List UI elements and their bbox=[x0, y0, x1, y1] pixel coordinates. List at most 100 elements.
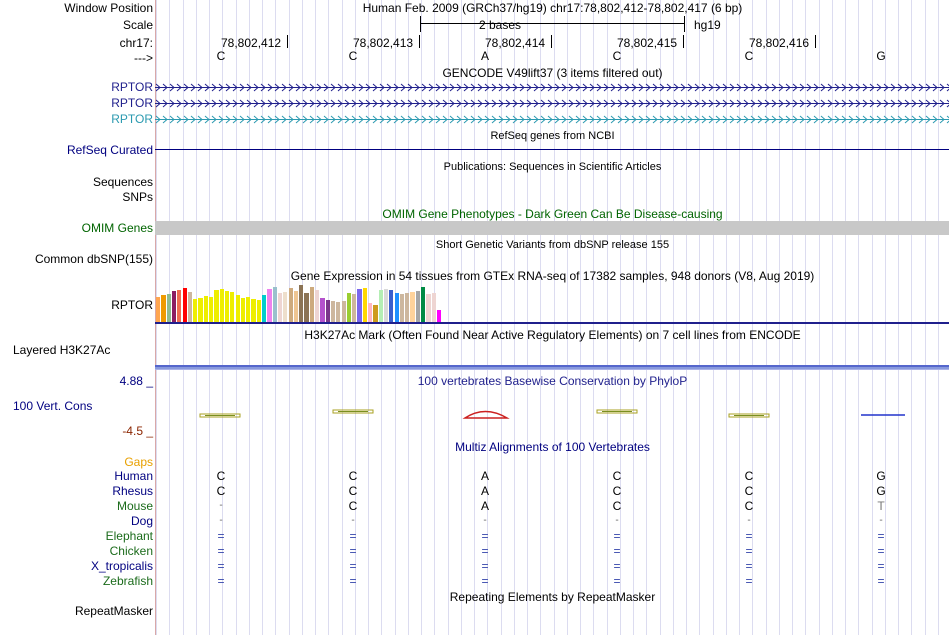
species-rhesus-label[interactable]: Rhesus bbox=[112, 484, 153, 498]
alignment-base: - bbox=[351, 515, 355, 526]
gtex-bar[interactable] bbox=[193, 299, 198, 323]
omim-genes-label[interactable]: OMIM Genes bbox=[81, 221, 153, 235]
species-chicken-label[interactable]: Chicken bbox=[109, 544, 153, 558]
gtex-bar[interactable] bbox=[262, 295, 267, 323]
omim-gene-bar[interactable] bbox=[155, 221, 949, 235]
gtex-bar[interactable] bbox=[224, 291, 230, 323]
gtex-bar[interactable] bbox=[171, 291, 177, 323]
gtex-bar[interactable] bbox=[315, 290, 320, 323]
gtex-bar[interactable] bbox=[330, 301, 336, 323]
sequences-label[interactable]: Sequences bbox=[92, 175, 153, 189]
gtex-bar[interactable] bbox=[156, 297, 161, 323]
grid-line bbox=[819, 0, 820, 635]
alignment-base: C bbox=[348, 484, 358, 498]
gtex-bar[interactable] bbox=[378, 290, 383, 323]
ruler-tick-5 bbox=[815, 35, 816, 48]
gtex-bar[interactable] bbox=[272, 287, 277, 323]
scale-left-tick bbox=[420, 16, 421, 32]
species-elephant-label[interactable]: Elephant bbox=[105, 529, 153, 543]
refseq-curated-label[interactable]: RefSeq Curated bbox=[66, 143, 153, 157]
gtex-bar[interactable] bbox=[426, 294, 431, 323]
species-xtropicalis-label[interactable]: X_tropicalis bbox=[90, 559, 153, 573]
gtex-bar[interactable] bbox=[177, 290, 182, 323]
gtex-bar[interactable] bbox=[198, 298, 203, 323]
gtex-bar[interactable] bbox=[203, 296, 208, 323]
gtex-bar[interactable] bbox=[399, 294, 405, 323]
gtex-bar[interactable] bbox=[346, 293, 352, 323]
multiz-title: Multiz Alignments of 100 Vertebrates bbox=[455, 440, 650, 454]
gtex-bar[interactable] bbox=[235, 295, 240, 323]
h3k27ac-signal-2[interactable] bbox=[155, 367, 949, 369]
species-zebrafish-label[interactable]: Zebrafish bbox=[102, 574, 153, 588]
grid-line bbox=[699, 0, 700, 635]
cons-name-label[interactable]: 100 Vert. Cons bbox=[13, 399, 93, 413]
gtex-bar[interactable] bbox=[357, 289, 362, 323]
rptor-label-3[interactable]: RPTOR bbox=[111, 112, 153, 126]
gtex-bar-chart[interactable] bbox=[155, 283, 949, 323]
species-mouse-label[interactable]: Mouse bbox=[116, 499, 153, 513]
gtex-bar[interactable] bbox=[373, 305, 378, 323]
gtex-bar[interactable] bbox=[421, 287, 426, 323]
gtex-bar[interactable] bbox=[214, 290, 219, 323]
gtex-bar[interactable] bbox=[368, 303, 373, 323]
rptor-transcript-2[interactable] bbox=[155, 97, 949, 110]
ruler-tick-4 bbox=[683, 35, 684, 48]
gtex-bar[interactable] bbox=[415, 291, 420, 323]
alignment-base: A bbox=[480, 469, 489, 483]
gtex-bar[interactable] bbox=[277, 293, 283, 323]
gtex-bar[interactable] bbox=[161, 295, 166, 323]
h3k27ac-signal-1[interactable] bbox=[155, 365, 949, 367]
rptor-transcript-3[interactable] bbox=[155, 113, 949, 126]
alignment-base: = bbox=[877, 559, 885, 573]
h3k27ac-signal-3[interactable] bbox=[155, 369, 949, 370]
track-image[interactable]: Human Feb. 2009 (GRCh37/hg19) chr17:78,8… bbox=[155, 0, 950, 635]
gtex-bar[interactable] bbox=[166, 294, 171, 323]
gtex-bar[interactable] bbox=[389, 290, 394, 323]
gtex-bar[interactable] bbox=[383, 289, 389, 323]
h3k27ac-label[interactable]: Layered H3K27Ac bbox=[13, 343, 111, 357]
gtex-bar[interactable] bbox=[230, 292, 235, 323]
gtex-bar[interactable] bbox=[246, 297, 251, 323]
gtex-bar[interactable] bbox=[293, 291, 299, 323]
grid-line bbox=[726, 0, 727, 635]
gtex-bar[interactable] bbox=[436, 310, 442, 323]
gtex-bar[interactable] bbox=[251, 299, 256, 323]
gtex-bar[interactable] bbox=[209, 297, 214, 323]
gtex-bar[interactable] bbox=[288, 288, 293, 323]
rptor-label-2[interactable]: RPTOR bbox=[111, 96, 153, 110]
gtex-bar[interactable] bbox=[405, 293, 410, 323]
species-human-label[interactable]: Human bbox=[114, 469, 153, 483]
gtex-bar[interactable] bbox=[304, 293, 309, 323]
gtex-bar[interactable] bbox=[362, 288, 367, 323]
species-dog-label[interactable]: Dog bbox=[130, 514, 153, 528]
snps-label[interactable]: SNPs bbox=[122, 190, 153, 204]
repeatmasker-label[interactable]: RepeatMasker bbox=[74, 604, 153, 618]
gtex-bar[interactable] bbox=[394, 293, 399, 323]
gtex-bar[interactable] bbox=[309, 287, 314, 323]
gtex-gene-label[interactable]: RPTOR bbox=[111, 298, 153, 312]
alignment-base: = bbox=[745, 559, 753, 573]
gtex-bar[interactable] bbox=[182, 288, 187, 323]
rptor-transcript-1[interactable] bbox=[155, 81, 949, 94]
gtex-bar[interactable] bbox=[410, 292, 415, 323]
base-2: C bbox=[348, 49, 358, 63]
gtex-bar[interactable] bbox=[267, 289, 272, 323]
gtex-bar[interactable] bbox=[283, 292, 288, 323]
gtex-bar[interactable] bbox=[341, 301, 346, 323]
gaps-label[interactable]: Gaps bbox=[124, 455, 153, 469]
grid-line bbox=[567, 0, 568, 635]
gtex-bar[interactable] bbox=[320, 298, 325, 323]
refseq-gene-line[interactable] bbox=[155, 149, 949, 150]
gtex-bar[interactable] bbox=[240, 298, 246, 323]
gtex-bar[interactable] bbox=[299, 285, 304, 323]
gtex-bar[interactable] bbox=[256, 300, 261, 323]
gtex-bar[interactable] bbox=[431, 293, 436, 323]
dbsnp-label[interactable]: Common dbSNP(155) bbox=[34, 252, 153, 266]
gtex-bar[interactable] bbox=[336, 302, 341, 323]
rptor-label-1[interactable]: RPTOR bbox=[111, 80, 153, 94]
gtex-bar[interactable] bbox=[352, 294, 357, 323]
gtex-bar[interactable] bbox=[187, 292, 193, 323]
conservation-graph[interactable] bbox=[155, 400, 949, 430]
gtex-bar[interactable] bbox=[325, 300, 330, 323]
gtex-bar[interactable] bbox=[219, 289, 224, 323]
